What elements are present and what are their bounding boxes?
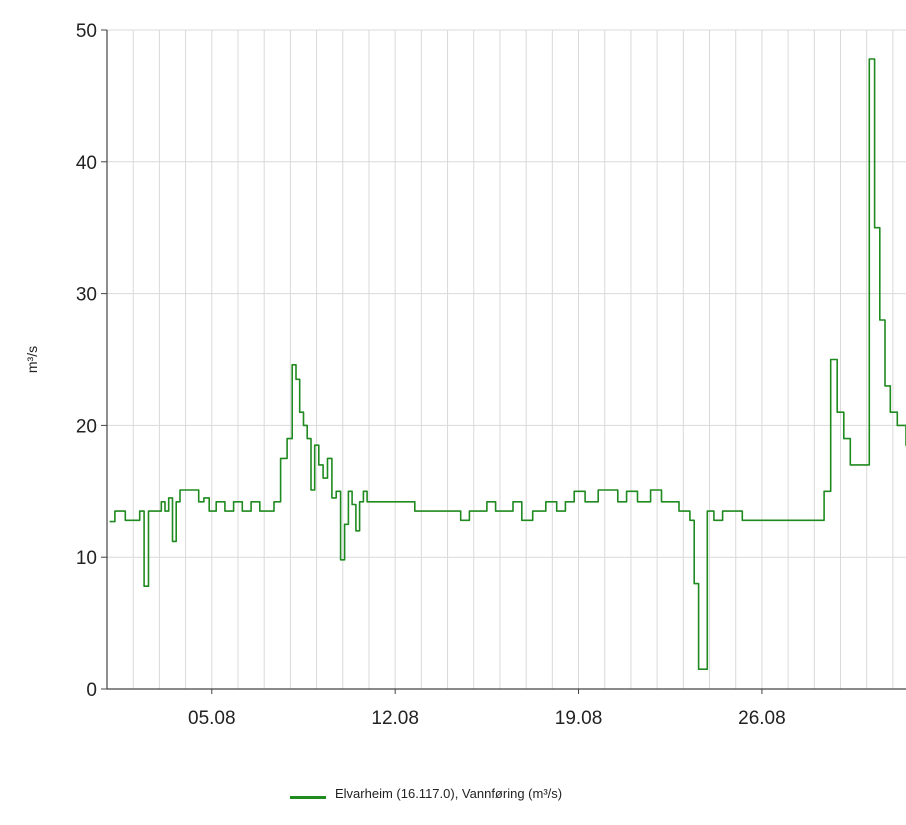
- x-tick-label: 12.08: [371, 708, 419, 729]
- x-tick-label: 05.08: [188, 708, 236, 729]
- series-line: [109, 58, 906, 670]
- legend-label: Elvarheim (16.117.0), Vannføring (m³/s): [335, 786, 563, 801]
- axes: [106, 30, 906, 690]
- legend-swatch: [290, 796, 326, 799]
- x-tick-label: 26.08: [738, 708, 786, 729]
- legend: Elvarheim (16.117.0), Vannføring (m³/s): [290, 787, 625, 801]
- vertical-gridlines: [106, 30, 894, 689]
- y-axis-title: m³/s: [24, 346, 40, 373]
- horizontal-gridlines: [101, 29, 906, 690]
- y-tick-label: 20: [76, 416, 97, 437]
- y-tick-label: 10: [76, 548, 97, 569]
- y-tick-label: 50: [76, 21, 97, 42]
- data-series: [109, 58, 906, 670]
- y-tick-label: 0: [86, 680, 97, 701]
- y-tick-label: 30: [76, 285, 97, 306]
- y-tick-label: 40: [76, 153, 97, 174]
- x-tick-label: 19.08: [555, 708, 603, 729]
- x-tick-labels: 05.08 12.08 19.08 26.08: [188, 689, 786, 729]
- y-tick-labels: 0 10 20 30 40 50: [76, 21, 97, 701]
